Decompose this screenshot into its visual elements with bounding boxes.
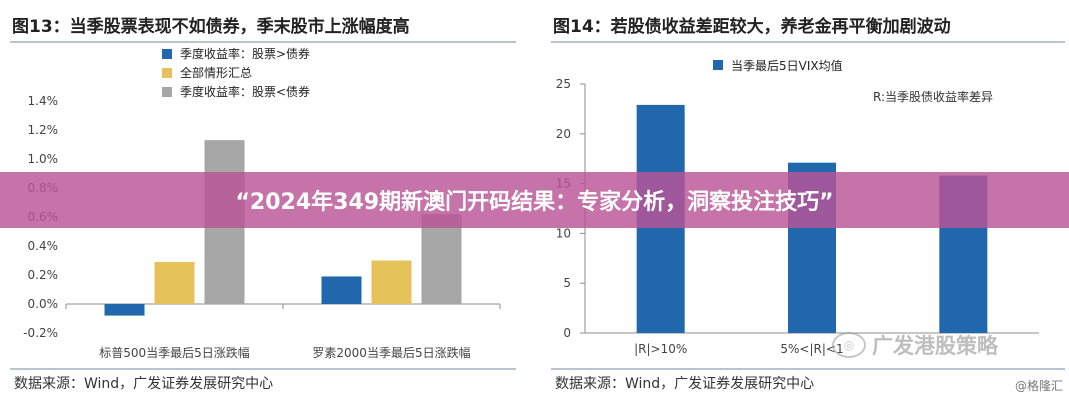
y-tick-label: -0.2% [23,326,58,340]
figure-13-bars [104,140,462,316]
legend-label: 全部情形汇总 [180,65,252,80]
figure-13-title-rule [10,41,516,43]
bar [421,214,462,304]
bar [371,260,412,304]
y-tick-label: 0.4% [28,239,59,253]
y-tick-label: 20 [556,127,571,141]
y-tick-label: 0.2% [28,268,59,282]
watermark-text: 广发港股策略 [872,334,998,358]
headline-banner: “2024年349期新澳门开码结果：专家分析，洞察投注技巧” [0,172,1069,228]
legend-swatch [713,60,723,70]
figure-14-title: 图14：若股债收益差距较大，养老金再平衡加剧波动 [553,17,951,37]
bar [154,261,195,304]
figure-14-title-rule [551,41,1065,43]
category-label: |R|>10% [634,342,687,356]
y-tick-label: 0 [563,326,571,340]
legend-label: 当季最后5日VIX均值 [731,58,843,73]
y-tick-label: 1.2% [28,123,59,137]
figure-13-bottom-rule [10,368,516,370]
y-tick-label: 10 [556,226,571,240]
y-tick-label: 1.4% [28,94,59,108]
bar [321,276,362,304]
figure-13-title: 图13：当季股票表现不如债券，季末股市上涨幅度高 [12,17,410,37]
watermark-logo-icon: ◎ [832,332,866,358]
headline-banner-text: “2024年349期新澳门开码结果：专家分析，洞察投注技巧” [235,190,834,215]
y-tick-label: 1.0% [28,152,59,166]
figure-14-source: 数据来源：Wind，广发证券发展研究中心 [555,376,815,392]
figure-14-bottom-rule [551,368,1065,370]
y-tick-label: 25 [556,77,571,91]
legend-swatch [162,49,172,59]
bar [104,304,145,316]
y-tick-label: 5 [563,276,571,290]
figure-14-legend: 当季最后5日VIX均值 R:当季股债收益率差异 [713,58,993,104]
figure-13-source: 数据来源：Wind，广发证券发展研究中心 [14,376,274,392]
chart-note: R:当季股债收益率差异 [873,89,993,104]
corner-watermark: @格隆汇 [1014,377,1063,394]
y-tick-label: 0.0% [28,297,59,311]
watermark: ◎ 广发港股策略 [832,330,998,360]
legend-swatch [162,68,172,78]
category-label: 罗素2000当季最后5日涨跌幅 [312,345,470,360]
legend-label: 季度收益率：股票<债券 [180,84,310,99]
legend-swatch [162,87,172,97]
legend-label: 季度收益率：股票>债券 [180,46,310,61]
category-label: 5%<|R|<1 [780,342,843,356]
category-label: 标普500当季最后5日涨跌幅 [99,345,250,360]
